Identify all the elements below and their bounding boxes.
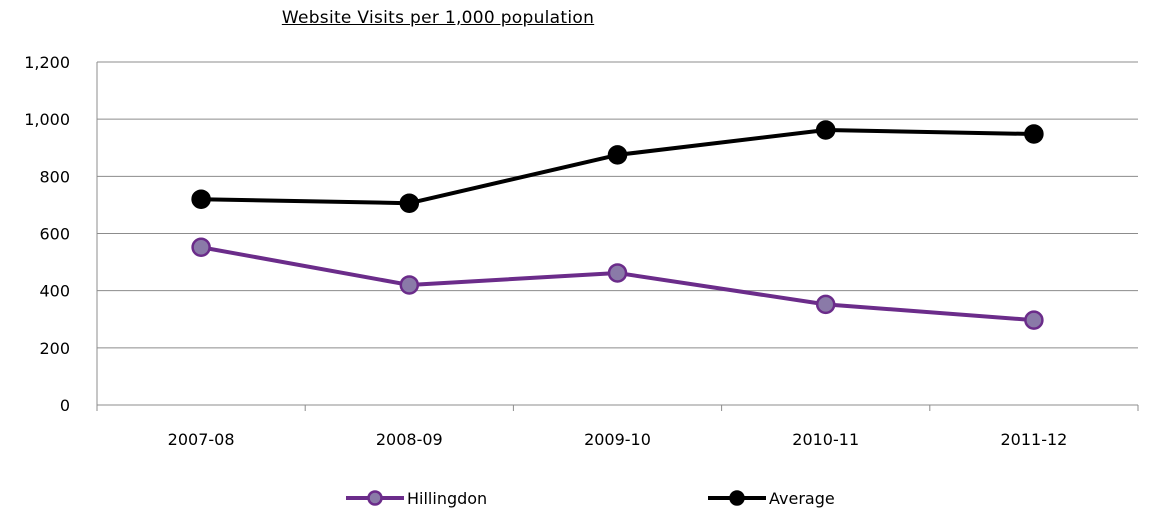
legend-item-average: Average [707,488,835,508]
y-tick-label: 1,000 [24,110,70,129]
y-tick-label: 600 [39,225,70,244]
x-tick-label: 2008-09 [376,430,443,449]
legend-swatch-average [708,490,766,506]
x-tick-label: 2010-11 [792,430,859,449]
y-tick-label: 400 [39,282,70,301]
data-point-average [1024,124,1044,144]
data-point-average [815,120,836,140]
data-point-hillingdon [607,263,628,283]
data-point-average [607,145,628,165]
data-point-hillingdon [191,237,211,257]
data-point-hillingdon [399,275,420,295]
data-point-average [399,193,420,213]
y-tick-label: 0 [60,396,70,415]
data-point-hillingdon [1024,310,1044,330]
y-tick-label: 200 [39,339,70,358]
gridlines [97,61,1138,349]
chart-title: Website Visits per 1,000 population [281,8,595,28]
data-point-average [191,189,211,209]
series [191,120,1044,330]
x-tick-label: 2011-12 [1000,430,1067,449]
series-line-average [201,128,1034,206]
y-tick-label: 1,200 [24,53,70,72]
x-tick-labels: 2007-08 2008-09 2009-10 2010-11 2011-12 [168,430,1068,449]
legend-label-hillingdon: Hillingdon [407,488,488,508]
data-point-hillingdon [815,294,836,315]
x-tick-label: 2007-08 [168,430,235,449]
series-line-hillingdon [200,245,1035,323]
legend-swatch-hillingdon [346,490,404,506]
axes [96,62,1139,411]
y-tick-label: 800 [39,167,70,186]
y-tick-labels: 0 200 400 600 800 1,000 1,200 [24,53,70,415]
x-tick-label: 2009-10 [584,430,651,449]
legend: Hillingdon Average [0,488,1152,514]
legend-label-average: Average [769,488,835,508]
legend-item-hillingdon: Hillingdon [345,488,487,508]
